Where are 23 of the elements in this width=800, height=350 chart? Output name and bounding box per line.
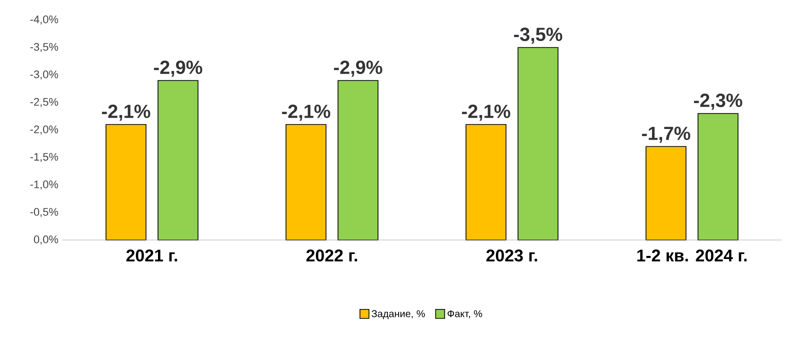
data-label: -2,1%: [102, 104, 150, 121]
y-tick-label: -2,0%: [30, 125, 58, 135]
x-tick-label: 2022 г.: [306, 250, 358, 262]
data-label: -1,7%: [642, 126, 690, 143]
legend-label: Факт, %: [448, 310, 482, 318]
legend-label: Задание, %: [372, 310, 425, 320]
data-label: -2,3%: [694, 94, 742, 110]
y-tick-label: -1,5%: [30, 153, 58, 162]
y-tick-label: -1,0%: [30, 180, 58, 190]
y-tick-label: -3,0%: [30, 70, 58, 80]
x-tick-label: 2023 г.: [486, 250, 538, 262]
data-label: -3,5%: [514, 28, 562, 44]
data-label: -2,9%: [154, 60, 202, 77]
y-tick-label: -2,5%: [30, 98, 58, 108]
data-label: -2,1%: [462, 104, 510, 121]
y-tick-label: 0,0%: [34, 235, 58, 245]
y-tick-label: -3,5%: [30, 42, 58, 52]
y-tick-label: -0,5%: [30, 208, 58, 218]
data-label: -2,1%: [282, 104, 330, 121]
y-tick-label: -4,0%: [30, 15, 58, 25]
x-tick-label: 1-2 кв. 2024 г.: [637, 250, 747, 262]
x-tick-label: 2021 г.: [126, 250, 178, 262]
data-label: -2,9%: [334, 60, 382, 77]
